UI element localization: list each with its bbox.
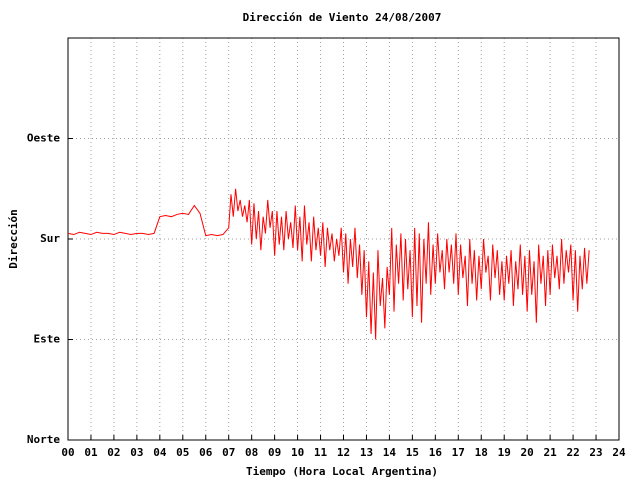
x-tick-label: 15 (406, 446, 419, 459)
y-tick-label: Este (34, 333, 61, 346)
x-tick-label: 09 (268, 446, 281, 459)
x-tick-label: 11 (314, 446, 328, 459)
x-tick-label: 10 (291, 446, 304, 459)
x-tick-label: 16 (429, 446, 443, 459)
y-tick-label: Oeste (27, 132, 60, 145)
x-tick-label: 08 (245, 446, 258, 459)
x-tick-label: 14 (383, 446, 397, 459)
x-tick-label: 22 (566, 446, 579, 459)
x-tick-label: 19 (498, 446, 511, 459)
x-tick-label: 24 (612, 446, 626, 459)
x-tick-label: 02 (107, 446, 120, 459)
x-tick-label: 17 (452, 446, 465, 459)
x-tick-label: 07 (222, 446, 235, 459)
plot-frame (67, 37, 620, 441)
x-tick-label: 13 (360, 446, 373, 459)
x-tick-label: 03 (130, 446, 143, 459)
y-tick-label: Norte (27, 433, 60, 446)
x-tick-label: 12 (337, 446, 350, 459)
y-tick-label: Sur (40, 232, 60, 245)
x-axis-label: Tiempo (Hora Local Argentina) (246, 465, 438, 478)
x-tick-label: 00 (61, 446, 74, 459)
chart-title: Dirección de Viento 24/08/2007 (243, 11, 442, 24)
x-tick-label: 23 (589, 446, 602, 459)
x-tick-label: 01 (84, 446, 98, 459)
x-tick-label: 20 (521, 446, 534, 459)
x-tick-label: 06 (199, 446, 213, 459)
x-tick-label: 18 (475, 446, 488, 459)
data-line (67, 188, 590, 340)
x-tick-label: 05 (176, 446, 189, 459)
x-tick-label: 04 (153, 446, 167, 459)
x-tick-label: 21 (544, 446, 558, 459)
y-axis-label: Dirección (7, 209, 20, 269)
